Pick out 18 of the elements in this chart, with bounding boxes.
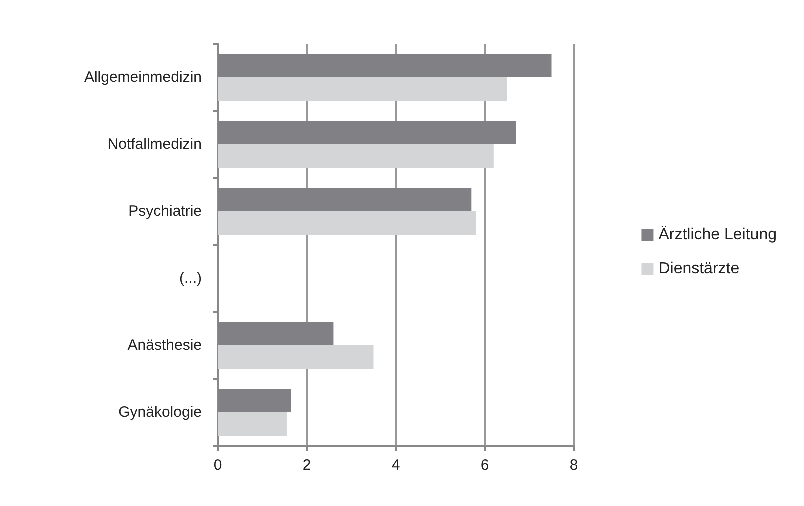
x-tick-label: 4	[392, 457, 400, 474]
bar	[218, 346, 374, 369]
x-tick-label: 6	[480, 457, 490, 474]
y-tick-label: Anästhesie	[128, 337, 202, 354]
y-tick-label: Psychiatrie	[128, 203, 202, 220]
x-tick-label: 2	[302, 457, 312, 474]
x-tick-label: 0	[214, 457, 222, 474]
y-tick-label: Notfallmedizin	[108, 136, 202, 153]
y-tick-label: Allgemeinmedizin	[84, 69, 202, 86]
y-tick-label: Gynäkologie	[118, 404, 202, 421]
legend-label: Ärztliche Leitung	[658, 226, 778, 244]
x-tick-label: 8	[570, 457, 578, 474]
bar	[218, 212, 476, 235]
bar	[218, 78, 508, 101]
legend-label: Dienstärzte	[658, 260, 740, 278]
bar	[218, 412, 287, 436]
bar	[218, 144, 494, 168]
y-tick-label: (...)	[180, 270, 202, 287]
